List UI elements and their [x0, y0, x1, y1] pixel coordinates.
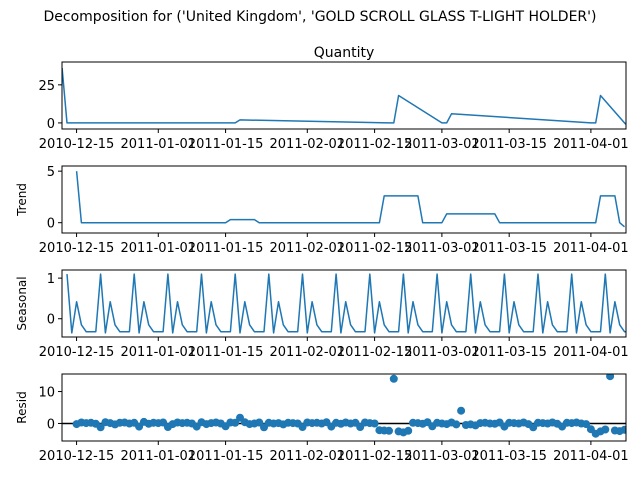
trend-xtick-label: 2010-12-15 — [39, 241, 115, 256]
resid-point — [601, 425, 610, 434]
trend-ytick-label: 5 — [47, 165, 55, 180]
seasonal-ytick-label: 0 — [47, 313, 55, 328]
trend-xtick-label: 2011-01-15 — [188, 241, 264, 256]
resid-point — [389, 374, 398, 383]
quantity-xtick-label: 2011-02-01 — [270, 137, 346, 152]
quantity-xtick-label: 2011-04-01 — [553, 137, 629, 152]
resid-ytick-label: 10 — [38, 386, 55, 401]
seasonal-xtick-label: 2011-02-15 — [337, 345, 413, 360]
quantity-ytick-label: 25 — [38, 79, 55, 94]
resid-ytick-label: 0 — [47, 417, 55, 432]
resid-xtick-label: 2011-03-15 — [471, 449, 547, 464]
trend-xtick-label: 2011-03-15 — [471, 241, 547, 256]
resid-ylabel: Resid — [15, 391, 29, 423]
panel-quantity: Quantity 0 25 2010-12-15 2011-01-012011-01-1… — [38, 45, 629, 152]
trend-ylabel: Trend — [15, 183, 29, 217]
seasonal-data — [66, 273, 626, 334]
quantity-data — [62, 68, 626, 126]
resid-point — [635, 421, 640, 429]
quantity-series-line — [62, 68, 626, 126]
resid-xtick-label: 2011-01-01 — [121, 449, 197, 464]
seasonal-xtick-label: 2011-03-15 — [471, 345, 547, 360]
resid-point — [231, 418, 240, 427]
resid-xtick-label: 2011-03-01 — [404, 449, 480, 464]
quantity-xtick-label: 2011-01-15 — [188, 137, 264, 152]
quantity-xtick-label: 2011-03-15 — [471, 137, 547, 152]
trend-xtick-label: 2011-03-01 — [404, 241, 480, 256]
seasonal-ylabel: Seasonal — [15, 276, 29, 330]
resid-xtick-label: 2011-02-15 — [337, 449, 413, 464]
trend-data — [75, 171, 625, 228]
trend-ytick-label: 0 — [47, 217, 55, 232]
resid-point — [457, 406, 466, 415]
resid-xtick-label: 2010-12-15 — [39, 449, 115, 464]
seasonal-xtick-label: 2011-02-01 — [270, 345, 346, 360]
trend-series-line — [75, 171, 625, 228]
panel-seasonal: Seasonal 0 1 2010-12-15 2011-01-012011-01-15… — [15, 269, 629, 360]
seasonal-xtick-label: 2011-01-01 — [121, 345, 197, 360]
seasonal-xtick-label: 2011-04-01 — [553, 345, 629, 360]
resid-point — [620, 425, 626, 434]
resid-point — [582, 420, 591, 429]
quantity-title: Quantity — [314, 45, 375, 61]
resid-point — [606, 374, 615, 381]
resid-point — [452, 420, 461, 429]
resid-xtick-label: 2011-02-01 — [270, 449, 346, 464]
resid-point — [404, 426, 413, 435]
figure-suptitle: Decomposition for ('United Kingdom', 'GO… — [44, 9, 597, 25]
seasonal-xtick-label: 2010-12-15 — [39, 345, 115, 360]
seasonal-axes-frame — [61, 269, 627, 338]
trend-xtick-label: 2011-02-01 — [270, 241, 346, 256]
resid-axes-frame — [61, 373, 627, 442]
resid-point — [625, 420, 626, 425]
seasonal-xtick-label: 2011-03-01 — [404, 345, 480, 360]
resid-xtick-label: 2011-04-01 — [553, 449, 629, 464]
seasonal-ytick-label: 1 — [47, 272, 55, 287]
quantity-xtick-label: 2011-03-01 — [404, 137, 480, 152]
resid-point — [96, 423, 105, 432]
seasonal-xtick-label: 2011-01-15 — [188, 345, 264, 360]
resid-point — [370, 419, 379, 428]
trend-xtick-label: 2011-02-15 — [337, 241, 413, 256]
quantity-xtick-label: 2011-02-15 — [337, 137, 413, 152]
resid-data — [62, 374, 640, 438]
resid-point — [630, 420, 638, 428]
quantity-xtick-label: 2010-12-15 — [39, 137, 115, 152]
quantity-xtick-label: 2011-01-01 — [121, 137, 197, 152]
quantity-axes-frame — [61, 61, 627, 130]
trend-xtick-label: 2011-01-01 — [121, 241, 197, 256]
trend-xtick-label: 2011-04-01 — [553, 241, 629, 256]
quantity-ytick-label: 0 — [47, 117, 55, 132]
seasonal-series-line — [66, 273, 626, 334]
resid-xtick-label: 2011-01-15 — [188, 449, 264, 464]
trend-axes-frame — [61, 165, 627, 234]
resid-point — [385, 426, 393, 435]
